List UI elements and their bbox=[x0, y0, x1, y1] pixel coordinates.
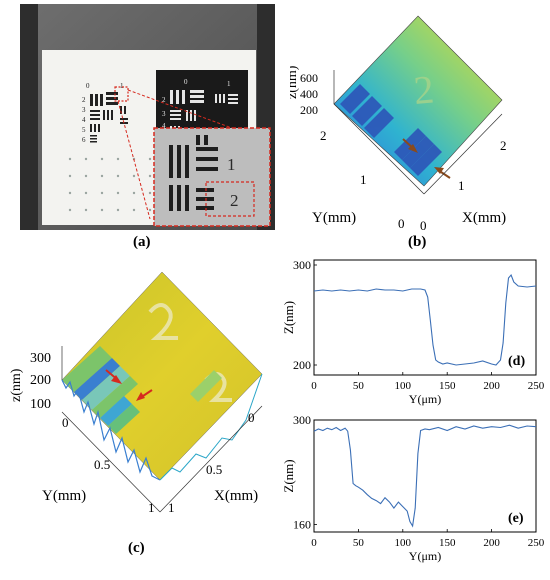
chart-d-svg: 0 50 100 150 200 250 200 300 Y(μm) Z(nm) (d) bbox=[281, 258, 545, 406]
x-tick-label: 150 bbox=[439, 537, 456, 549]
y-tick: 0 bbox=[62, 415, 69, 430]
x-tick: 1 bbox=[168, 500, 175, 515]
x-tick-label: 0 bbox=[311, 537, 317, 549]
panel-b: 2 600 400 200 z(nm) 2 1 0 bbox=[285, 4, 545, 250]
x-tick: 0 bbox=[248, 410, 255, 425]
target-label: 3 bbox=[82, 106, 86, 114]
z-tick: 100 bbox=[30, 397, 51, 412]
target-label: 0 bbox=[86, 82, 90, 90]
x-tick-label: 150 bbox=[439, 380, 456, 392]
z-tick: 300 bbox=[30, 351, 51, 366]
x-tick: 2 bbox=[500, 138, 507, 153]
resolution-target-photo: 2 3 4 5 6 0 1 0 1 2 3 4 5 bbox=[20, 4, 275, 230]
roi-box-small bbox=[114, 86, 129, 102]
y-tick-label: 300 bbox=[293, 258, 311, 272]
y-tick-label: 300 bbox=[293, 413, 311, 427]
z-tick: 200 bbox=[30, 373, 51, 388]
x-tick-label: 100 bbox=[395, 537, 412, 549]
x-tick: 0 bbox=[420, 218, 427, 233]
panel-c-caption: (c) bbox=[128, 540, 145, 556]
series-line bbox=[313, 273, 537, 366]
x-tick-label: 50 bbox=[353, 380, 365, 392]
y-axis-label: Z(nm) bbox=[281, 301, 296, 334]
panel-b-surface: 2 600 400 200 z(nm) 2 1 0 bbox=[285, 15, 507, 233]
y-tick: 1 bbox=[148, 500, 155, 515]
chart-e-svg: 0 50 100 150 200 250 160 300 Y(μm) Z(nm) (e) bbox=[281, 413, 545, 563]
plot-frame bbox=[313, 259, 537, 376]
target-label: 5 bbox=[82, 126, 86, 134]
dark-card-label: 0 bbox=[184, 78, 188, 86]
target-label: 2 bbox=[82, 96, 86, 104]
panel-caption: (e) bbox=[508, 511, 524, 526]
y-tick: 0 bbox=[398, 216, 405, 231]
inset-label: 1 bbox=[227, 155, 236, 174]
dark-card-label: 3 bbox=[162, 110, 166, 118]
panel-c-surface: 300 200 100 z(nm) 0 0.5 1 1 0.5 0 Y(mm) … bbox=[9, 271, 263, 515]
surface-plane bbox=[333, 15, 503, 187]
target-label: 4 bbox=[82, 116, 86, 124]
y-axis-label: Y(mm) bbox=[42, 488, 86, 504]
y-tick-label: 160 bbox=[293, 518, 311, 532]
z-tick: 600 bbox=[300, 71, 318, 85]
plot-frame bbox=[313, 419, 537, 533]
series-line bbox=[313, 424, 537, 528]
panel-a-photo: 2 3 4 5 6 0 1 0 1 2 3 4 5 bbox=[20, 4, 275, 230]
y-tick-label: 200 bbox=[293, 358, 311, 372]
y-tick: 0.5 bbox=[94, 457, 110, 472]
dark-card-label: 1 bbox=[227, 80, 231, 88]
panel-e-chart: 0 50 100 150 200 250 160 300 Y(μm) Z(nm) (e) bbox=[280, 412, 550, 575]
y-axis-label: Y(mm) bbox=[312, 210, 356, 226]
dark-card-label: 4 bbox=[162, 122, 166, 130]
panel-caption: (d) bbox=[508, 354, 525, 369]
x-tick-label: 200 bbox=[483, 537, 500, 549]
x-tick-label: 250 bbox=[528, 537, 545, 549]
dark-card-label: 2 bbox=[162, 96, 166, 104]
x-axis-label: Y(μm) bbox=[409, 392, 441, 406]
x-tick-label: 0 bbox=[311, 380, 317, 392]
y-axis-label: Z(nm) bbox=[281, 459, 296, 492]
z-tick: 400 bbox=[300, 87, 318, 101]
x-tick: 0.5 bbox=[206, 462, 222, 477]
x-tick-label: 200 bbox=[483, 380, 500, 392]
panel-a-caption: (a) bbox=[133, 234, 151, 250]
inset-label: 2 bbox=[230, 191, 239, 210]
x-tick-label: 250 bbox=[528, 380, 545, 392]
target-label: 1 bbox=[120, 82, 124, 90]
panel-c: 300 200 100 z(nm) 0 0.5 1 1 0.5 0 Y(mm) … bbox=[0, 262, 285, 562]
x-axis-label: Y(μm) bbox=[409, 549, 441, 563]
target-label: 6 bbox=[82, 136, 86, 144]
panel-d-chart: 0 50 100 150 200 250 200 300 Y(μm) Z(nm) (d) bbox=[280, 252, 550, 412]
z-axis-label: z(nm) bbox=[9, 368, 24, 402]
z-tick: 200 bbox=[300, 103, 318, 117]
svg-text:2: 2 bbox=[412, 66, 436, 113]
x-axis-label: X(mm) bbox=[462, 210, 506, 226]
x-tick-label: 100 bbox=[395, 380, 412, 392]
x-tick-label: 50 bbox=[353, 537, 365, 549]
zoom-inset: 1 2 bbox=[153, 127, 271, 227]
z-axis-label: z(nm) bbox=[290, 65, 300, 99]
x-tick: 1 bbox=[458, 178, 465, 193]
panel-b-caption: (b) bbox=[408, 234, 427, 250]
y-tick: 1 bbox=[360, 172, 367, 187]
y-tick: 2 bbox=[320, 128, 327, 143]
x-axis-label: X(mm) bbox=[214, 488, 258, 504]
